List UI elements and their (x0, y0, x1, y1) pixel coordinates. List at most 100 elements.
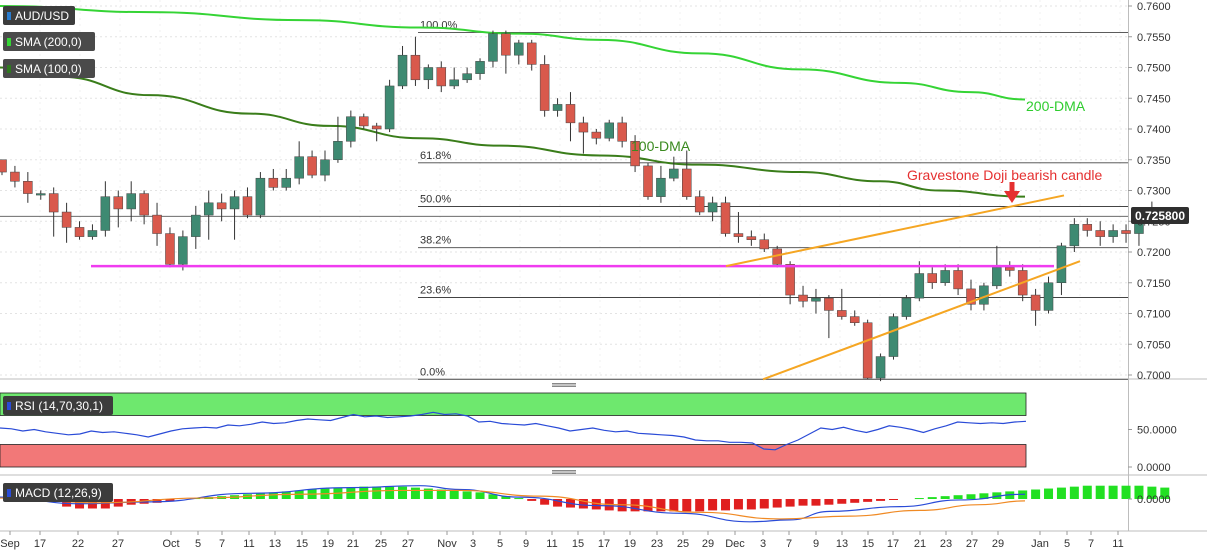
candle-body (552, 104, 563, 111)
date-tick-label: 29 (992, 538, 1004, 550)
macd-panel: 0.0000 (0, 485, 1171, 523)
candle-body (294, 156, 304, 179)
candle-body (152, 214, 162, 234)
candle (656, 165, 666, 203)
candle (591, 129, 602, 145)
candle-body (1082, 224, 1093, 231)
macd-histogram-bar (992, 492, 1002, 499)
candle-body (940, 270, 950, 284)
macd-histogram-bar (733, 499, 743, 510)
sma100-label: SMA (100,0) (15, 62, 82, 76)
candle (953, 264, 963, 296)
candle (178, 230, 188, 271)
candle-body (203, 202, 214, 216)
candle (707, 196, 718, 222)
candle-body (0, 159, 7, 173)
candle (837, 288, 847, 320)
rsi-tick-label: 0.0000 (1137, 462, 1171, 474)
candle (578, 116, 589, 154)
candle (242, 187, 253, 219)
candle (501, 30, 511, 74)
date-tick-label: 21 (347, 538, 359, 550)
fib-label: 50.0% (420, 193, 451, 205)
macd-histogram-bar (1095, 485, 1105, 499)
date-tick-label: 25 (375, 538, 387, 550)
date-tick-label: Dec (725, 538, 745, 550)
candle-body (281, 177, 291, 188)
candle-body (61, 211, 72, 228)
date-tick-label: 5 (1064, 538, 1070, 550)
macd-histogram-bar (966, 494, 976, 499)
date-tick-label: 13 (269, 538, 281, 550)
candle (410, 36, 421, 86)
candle-body (191, 214, 201, 237)
candle (643, 162, 653, 200)
candle (48, 187, 59, 237)
macd-histogram-bar (850, 499, 860, 503)
macd-legend[interactable]: MACD (12,26,9) (3, 483, 113, 502)
candle-body (862, 322, 873, 379)
candle-body (707, 202, 718, 213)
price-tick-label: 0.7450 (1137, 93, 1171, 105)
candle (824, 295, 834, 339)
macd-histogram-bar (1160, 487, 1170, 499)
fib-label: 0.0% (420, 366, 445, 378)
candle (617, 116, 627, 148)
panel-splitter[interactable] (552, 383, 576, 387)
candle-body (539, 64, 550, 111)
candle-body (165, 233, 175, 265)
fib-label: 38.2% (420, 235, 451, 247)
macd-histogram-bar (824, 499, 834, 505)
candle-body (759, 239, 770, 250)
date-tick-label: 25 (677, 538, 689, 550)
candle (1082, 218, 1093, 237)
date-tick-label: 5 (195, 538, 201, 550)
rsi-label: RSI (14,70,30,1) (15, 399, 103, 413)
macd-histogram-bar (979, 493, 989, 499)
candle-body (992, 267, 1002, 287)
candle (927, 267, 937, 289)
panel-splitter[interactable] (552, 470, 576, 474)
macd-histogram-bar (772, 499, 782, 508)
candle (552, 98, 563, 117)
rsi-tick-label: 50.0000 (1137, 425, 1177, 437)
date-tick-label: 27 (402, 538, 414, 550)
macd-histogram-bar (1044, 488, 1054, 499)
candle (203, 190, 214, 240)
macd-histogram-bar (1134, 485, 1144, 499)
date-tick-label: Jan (1031, 538, 1049, 550)
macd-histogram-bar (798, 499, 808, 506)
candle (346, 110, 356, 148)
candle-body (113, 196, 124, 210)
candle-body (384, 85, 395, 130)
candle-body (578, 122, 589, 133)
sma200-legend[interactable]: SMA (200,0) (3, 32, 95, 51)
candle-body (617, 122, 627, 142)
candle (0, 159, 7, 176)
candle (397, 45, 408, 90)
fib-label: 61.8% (420, 150, 451, 162)
candle (74, 221, 85, 240)
candle (165, 227, 175, 268)
candle-body (423, 67, 434, 81)
symbol-legend[interactable]: AUD/USD (3, 6, 75, 25)
candle-body (785, 264, 795, 296)
rsi-overbought-zone (0, 392, 1027, 416)
trend-overlays (91, 194, 1081, 381)
price-tick-label: 0.7350 (1137, 155, 1171, 167)
sma100-legend[interactable]: SMA (100,0) (3, 59, 95, 78)
rsi-oversold-zone (0, 444, 1027, 468)
macd-histogram-bar (876, 499, 886, 501)
candle (61, 202, 72, 243)
date-tick-label: 15 (296, 538, 308, 550)
candle (462, 67, 472, 83)
candle-body (849, 316, 860, 323)
candle-body (139, 193, 149, 216)
candle (216, 193, 227, 222)
candle-body (514, 42, 524, 56)
macd-histogram-bar (837, 499, 847, 504)
rsi-legend[interactable]: RSI (14,70,30,1) (3, 396, 113, 415)
candle (669, 156, 679, 182)
candle (849, 310, 860, 326)
candle-body (410, 54, 421, 81)
